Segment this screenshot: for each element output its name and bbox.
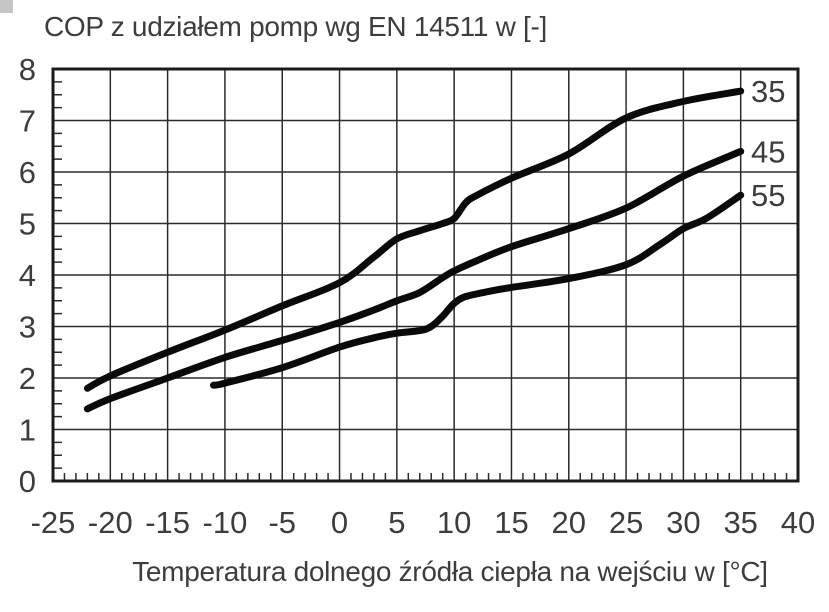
chart-title: COP z udziałem pomp wg EN 14511 w [-]: [44, 11, 547, 42]
y-tick-label: 8: [19, 52, 36, 87]
scan-artifact: [0, 0, 13, 13]
y-tick-label: 3: [19, 310, 36, 345]
x-tick-label: 0: [331, 505, 348, 540]
x-tick-label: 25: [609, 505, 643, 540]
x-tick-label: -5: [268, 505, 296, 540]
x-tick-label: 15: [494, 505, 528, 540]
curve-label-55: 55: [751, 178, 785, 213]
y-tick-label: 2: [19, 361, 36, 396]
y-tick-label: 0: [19, 464, 36, 499]
x-tick-label: -15: [145, 505, 190, 540]
x-tick-label: 5: [388, 505, 405, 540]
x-tick-label: 10: [437, 505, 471, 540]
x-tick-label: 30: [666, 505, 700, 540]
x-tick-label: 20: [552, 505, 586, 540]
curve-55: [210, 191, 745, 389]
x-tick-label: 40: [781, 505, 815, 540]
x-axis-title: Temperatura dolnego źródła ciepła na wej…: [132, 556, 768, 587]
curve-label-35: 35: [751, 74, 785, 109]
curve-35: [83, 87, 745, 392]
x-tick-label: 35: [723, 505, 757, 540]
x-tick-label: -10: [203, 505, 248, 540]
curve-45: [83, 147, 745, 413]
y-tick-label: 5: [19, 207, 36, 242]
curve-label-45: 45: [751, 134, 785, 169]
y-tick-label: 6: [19, 155, 36, 190]
plot-border: [51, 67, 800, 483]
y-tick-label: 4: [19, 258, 36, 293]
y-tick-label: 7: [19, 104, 36, 139]
x-tick-label: -20: [88, 505, 133, 540]
y-tick-label: 1: [19, 413, 36, 448]
x-tick-label: -25: [31, 505, 76, 540]
